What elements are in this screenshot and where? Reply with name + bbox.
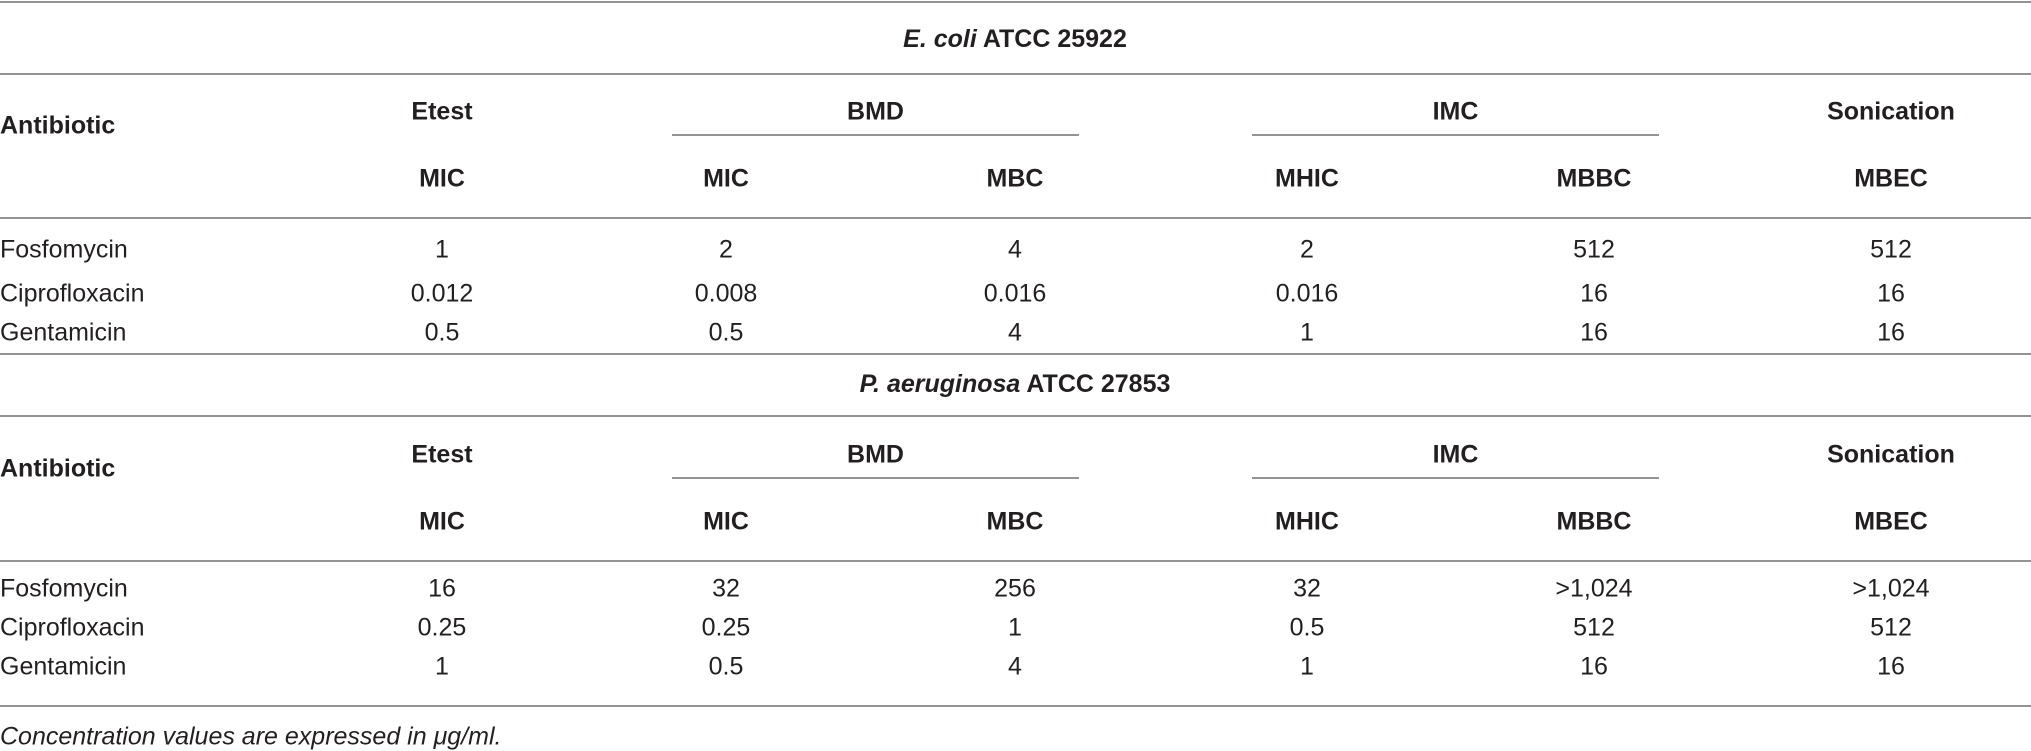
cell: 0.016 xyxy=(984,280,1047,308)
header-first: Antibiotic xyxy=(0,112,115,140)
cell: 2 xyxy=(1300,236,1314,264)
cell: 16 xyxy=(1877,653,1905,681)
column-header: MHIC xyxy=(1275,165,1339,193)
column-header: MBC xyxy=(987,165,1044,193)
cell: 0.25 xyxy=(418,614,467,642)
cell: 512 xyxy=(1573,614,1615,642)
cell: 512 xyxy=(1573,236,1615,264)
cell: 4 xyxy=(1008,319,1022,347)
row-name: Ciprofloxacin xyxy=(0,614,145,642)
cell: 0.5 xyxy=(1290,614,1325,642)
cell: 16 xyxy=(1580,653,1608,681)
group-header: BMD xyxy=(847,98,904,126)
header-first: Antibiotic xyxy=(0,455,115,483)
cell: 512 xyxy=(1870,236,1912,264)
footnote: Concentration values are expressed in μg… xyxy=(0,723,501,751)
cell: 0.25 xyxy=(702,614,751,642)
cell: 512 xyxy=(1870,614,1912,642)
cell: 16 xyxy=(1580,280,1608,308)
column-header: MBBC xyxy=(1557,165,1632,193)
organism: P. aeruginosa xyxy=(860,370,1021,398)
cell: 4 xyxy=(1008,653,1022,681)
row-name: Ciprofloxacin xyxy=(0,280,145,308)
row-name: Fosfomycin xyxy=(0,575,128,603)
section-title: P. aeruginosa ATCC 27853 xyxy=(860,370,1171,398)
organism: E. coli xyxy=(903,25,978,53)
cell: 256 xyxy=(994,575,1036,603)
cell: 2 xyxy=(719,236,733,264)
cell: 1 xyxy=(1008,614,1022,642)
group-header: Etest xyxy=(411,98,473,126)
cell: 0.016 xyxy=(1276,280,1339,308)
cell: 1 xyxy=(435,236,449,264)
cell: 1 xyxy=(435,653,449,681)
group-header: Sonication xyxy=(1827,441,1955,469)
cell: >1,024 xyxy=(1555,575,1632,603)
column-header: MBBC xyxy=(1557,508,1632,536)
group-header: IMC xyxy=(1433,441,1479,469)
cell: >1,024 xyxy=(1852,575,1929,603)
group-header: Etest xyxy=(411,441,473,469)
row-name: Fosfomycin xyxy=(0,236,128,264)
strain: ATCC 27853 xyxy=(1026,370,1170,398)
cell: 16 xyxy=(1877,280,1905,308)
column-header: MBC xyxy=(987,508,1044,536)
column-header: MBEC xyxy=(1854,508,1928,536)
column-header: MIC xyxy=(419,165,465,193)
cell: 4 xyxy=(1008,236,1022,264)
strain: ATCC 25922 xyxy=(983,25,1127,53)
cell: 0.012 xyxy=(411,280,474,308)
cell: 16 xyxy=(428,575,456,603)
cell: 1 xyxy=(1300,319,1314,347)
cell: 16 xyxy=(1580,319,1608,347)
column-header: MIC xyxy=(703,508,749,536)
column-header: MIC xyxy=(703,165,749,193)
group-header: IMC xyxy=(1433,98,1479,126)
cell: 32 xyxy=(1293,575,1321,603)
group-header: Sonication xyxy=(1827,98,1955,126)
cell: 0.008 xyxy=(695,280,758,308)
column-header: MBEC xyxy=(1854,165,1928,193)
cell: 0.5 xyxy=(709,653,744,681)
section-title: E. coli ATCC 25922 xyxy=(903,25,1127,53)
cell: 0.5 xyxy=(425,319,460,347)
row-name: Gentamicin xyxy=(0,653,126,681)
column-header: MIC xyxy=(419,508,465,536)
cell: 16 xyxy=(1877,319,1905,347)
row-name: Gentamicin xyxy=(0,319,126,347)
cell: 0.5 xyxy=(709,319,744,347)
cell: 32 xyxy=(712,575,740,603)
cell: 1 xyxy=(1300,653,1314,681)
column-header: MHIC xyxy=(1275,508,1339,536)
group-header: BMD xyxy=(847,441,904,469)
